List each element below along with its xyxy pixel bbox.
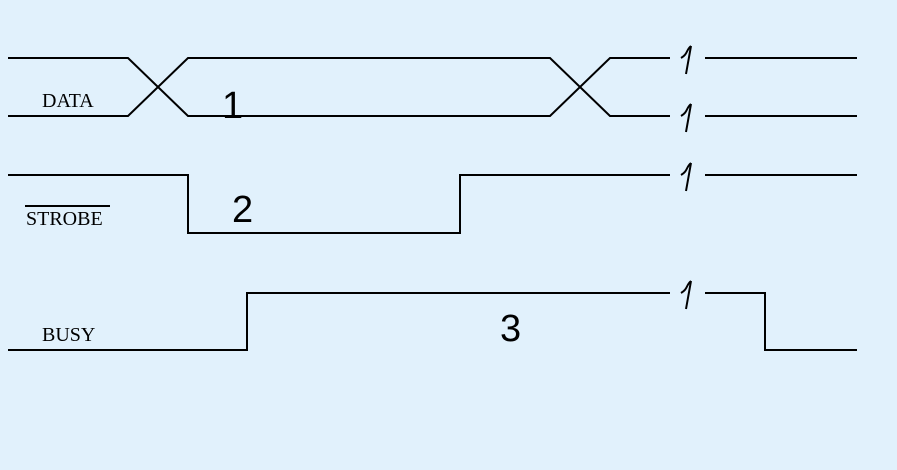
strobe-label: STROBE bbox=[26, 208, 103, 230]
busy-line bbox=[8, 292, 670, 351]
busy-label: BUSY bbox=[42, 324, 95, 346]
busy-break-mark bbox=[680, 280, 692, 310]
marker-2: 2 bbox=[232, 189, 253, 231]
data-lower-line bbox=[8, 57, 670, 117]
busy-signal: BUSY bbox=[8, 280, 857, 351]
data-upper-break-mark bbox=[680, 45, 692, 75]
marker-1: 1 bbox=[222, 85, 243, 127]
strobe-signal: STROBE bbox=[8, 162, 857, 234]
strobe-line bbox=[8, 174, 670, 234]
data-lower-break-mark bbox=[680, 103, 692, 133]
data-upper-line bbox=[8, 57, 670, 117]
data-signal: DATA bbox=[8, 45, 857, 133]
busy-tail bbox=[705, 292, 857, 351]
strobe-break-mark bbox=[680, 162, 692, 192]
data-label: DATA bbox=[42, 90, 94, 112]
marker-3: 3 bbox=[500, 308, 521, 350]
